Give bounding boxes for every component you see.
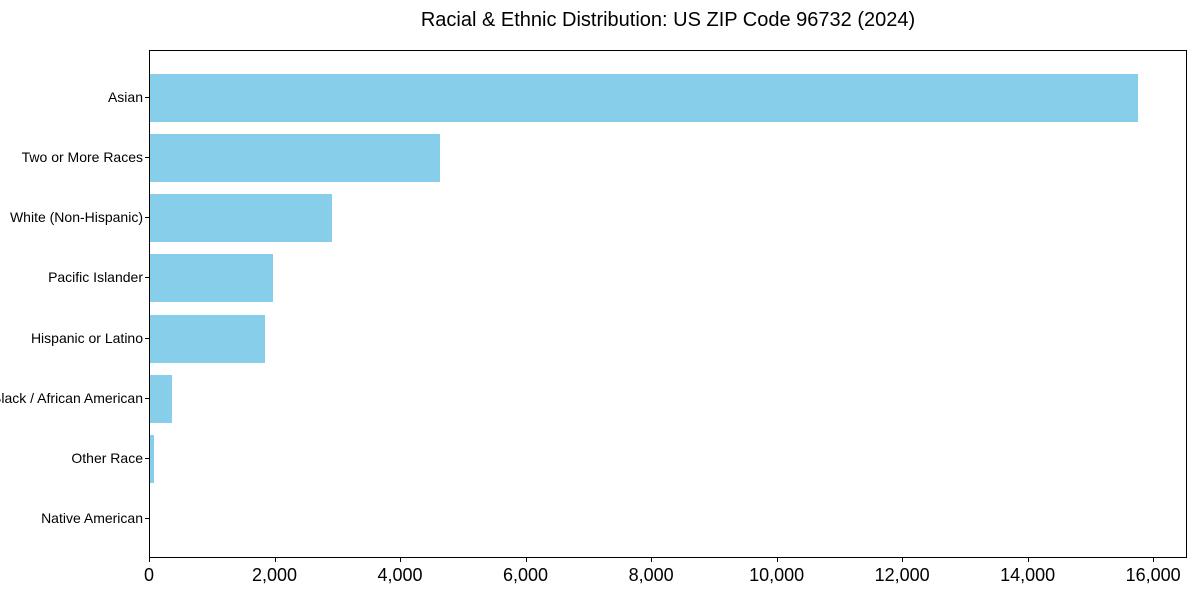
plot-area xyxy=(149,50,1187,558)
x-axis-tick-label: 4,000 xyxy=(377,565,423,585)
x-axis-tick xyxy=(274,558,276,562)
y-axis-label: Asian xyxy=(107,89,143,105)
y-axis-tick xyxy=(145,337,149,339)
y-axis-label: Other Race xyxy=(71,449,143,466)
x-axis-tick xyxy=(1027,558,1029,562)
y-axis-label: Two or More Races xyxy=(21,149,143,166)
x-axis-tick xyxy=(902,558,904,562)
y-axis-tick xyxy=(145,157,149,159)
x-axis-tick xyxy=(149,558,150,562)
bar xyxy=(150,254,273,303)
y-axis-label: Hispanic or Latino xyxy=(30,329,143,346)
y-axis-tick xyxy=(145,217,149,219)
x-axis-tick xyxy=(776,558,778,562)
chart-title: Racial & Ethnic Distribution: US ZIP Cod… xyxy=(420,9,916,31)
y-axis-label: White (Non-Hispanic) xyxy=(9,209,143,226)
x-axis-tick xyxy=(651,558,653,562)
x-axis-tick xyxy=(400,558,401,562)
bar xyxy=(150,194,332,243)
bar xyxy=(150,434,154,483)
y-axis-tick xyxy=(145,397,149,399)
x-axis-tick-label: 6,000 xyxy=(502,565,549,585)
x-axis-tick-label: 12,000 xyxy=(874,565,930,585)
y-axis-tick xyxy=(145,277,149,279)
x-axis-tick-label: 2,000 xyxy=(251,565,298,585)
x-axis-tick-label: 0 xyxy=(143,565,155,585)
bar xyxy=(150,374,172,423)
x-axis-tick xyxy=(1153,558,1155,562)
x-axis-tick-label: 8,000 xyxy=(628,565,674,585)
x-axis-tick xyxy=(525,558,527,562)
x-axis-tick-label: 16,000 xyxy=(1125,565,1181,585)
x-axis-tick-label: 10,000 xyxy=(749,565,805,585)
y-axis-label: Native American xyxy=(41,510,143,526)
bar xyxy=(150,134,440,183)
y-axis-label: Black / African American xyxy=(0,389,143,406)
bar xyxy=(150,74,1138,122)
y-axis-tick xyxy=(145,518,149,519)
y-axis-tick xyxy=(145,457,149,459)
y-axis-tick xyxy=(145,97,149,98)
bar xyxy=(150,314,265,363)
y-axis-label: Pacific Islander xyxy=(48,269,143,286)
x-axis-tick-label: 14,000 xyxy=(1000,565,1056,585)
